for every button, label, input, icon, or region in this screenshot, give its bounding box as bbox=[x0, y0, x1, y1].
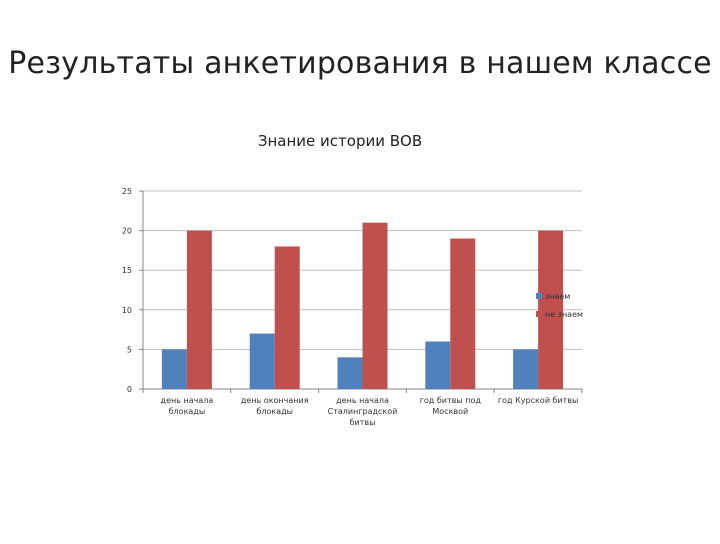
y-tick-label: 0 bbox=[127, 385, 132, 394]
bars bbox=[161, 222, 564, 389]
x-tick-label-line: день окончания bbox=[241, 396, 309, 405]
y-tick-label: 15 bbox=[122, 266, 132, 275]
x-tick-label: день начала Сталинградской битвы bbox=[328, 396, 398, 427]
x-tick-label: год Курской битвы bbox=[498, 396, 578, 405]
bar-known-3 bbox=[425, 341, 451, 389]
y-tick-label: 25 bbox=[122, 187, 132, 196]
bar-unknown-2 bbox=[362, 222, 388, 389]
x-tick-label-line: битвы bbox=[350, 418, 376, 427]
bar-unknown-4 bbox=[538, 230, 564, 389]
slide-title: Результаты анкетирования в нашем классе bbox=[8, 46, 712, 81]
x-tick-label-line: блокады bbox=[256, 407, 293, 416]
x-tick-label: год битвы под Москвой bbox=[420, 396, 482, 416]
x-tick-label-line: день начала bbox=[336, 396, 389, 405]
y-tick-label: 10 bbox=[122, 306, 132, 315]
y-tick-label: 5 bbox=[127, 345, 132, 354]
bar-unknown-1 bbox=[274, 246, 300, 389]
x-tick-label: день окончания блокады bbox=[241, 396, 309, 416]
legend-label: знаем bbox=[545, 292, 570, 301]
x-tick-label-line: день начала bbox=[161, 396, 214, 405]
x-tick-label: день начала блокады bbox=[161, 396, 214, 416]
bar-known-1 bbox=[249, 333, 275, 389]
bar-unknown-0 bbox=[186, 230, 212, 389]
bar-unknown-3 bbox=[450, 238, 476, 389]
bar-known-0 bbox=[161, 349, 187, 389]
chart-title: Знание истории ВОВ bbox=[258, 132, 422, 150]
y-tick-labels: 0 5 10 15 20 25 bbox=[122, 187, 132, 394]
bar-known-2 bbox=[337, 357, 363, 389]
x-tick-label-line: Москвой bbox=[432, 407, 468, 416]
legend-label: не знаем bbox=[545, 310, 583, 319]
bar-known-4 bbox=[513, 349, 539, 389]
x-tick-label-line: год Курской битвы bbox=[498, 396, 578, 405]
x-tick-label-line: блокады bbox=[169, 407, 206, 416]
x-tick-label-line: Сталинградской bbox=[328, 407, 398, 416]
legend: знаем не знаем bbox=[536, 292, 583, 319]
x-tick-label-line: год битвы под bbox=[420, 396, 482, 405]
legend-swatch bbox=[536, 311, 542, 317]
y-tick-label: 20 bbox=[122, 227, 132, 236]
legend-swatch bbox=[536, 293, 542, 299]
